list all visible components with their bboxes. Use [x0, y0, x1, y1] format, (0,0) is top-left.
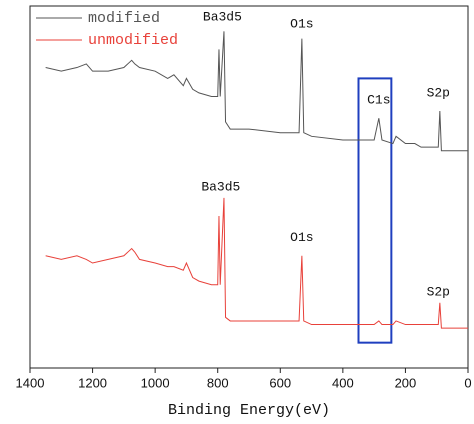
legend-label: unmodified [88, 32, 178, 49]
plot-frame [29, 5, 469, 369]
x-tick-label: 800 [207, 375, 229, 390]
annotation: C1s [367, 93, 390, 108]
x-tick-label: 0 [464, 375, 471, 390]
annotation: S2p [427, 85, 450, 100]
annotation: O1s [290, 230, 313, 245]
series-line [45, 197, 468, 329]
x-tick-label: 1200 [78, 375, 107, 390]
series-line [45, 31, 468, 152]
annotation: Ba3d5 [203, 9, 242, 24]
x-tick-label: 200 [395, 375, 417, 390]
x-axis-label: Binding Energy(eV) [168, 402, 330, 419]
x-tick-label: 1000 [141, 375, 170, 390]
annotation: Ba3d5 [201, 179, 240, 194]
highlight-box [357, 77, 393, 344]
x-tick-label: 1400 [16, 375, 45, 390]
annotation: O1s [290, 17, 313, 32]
annotation: S2p [427, 284, 450, 299]
legend-label: modified [88, 10, 160, 27]
x-tick-label: 600 [269, 375, 291, 390]
x-tick-label: 400 [332, 375, 354, 390]
